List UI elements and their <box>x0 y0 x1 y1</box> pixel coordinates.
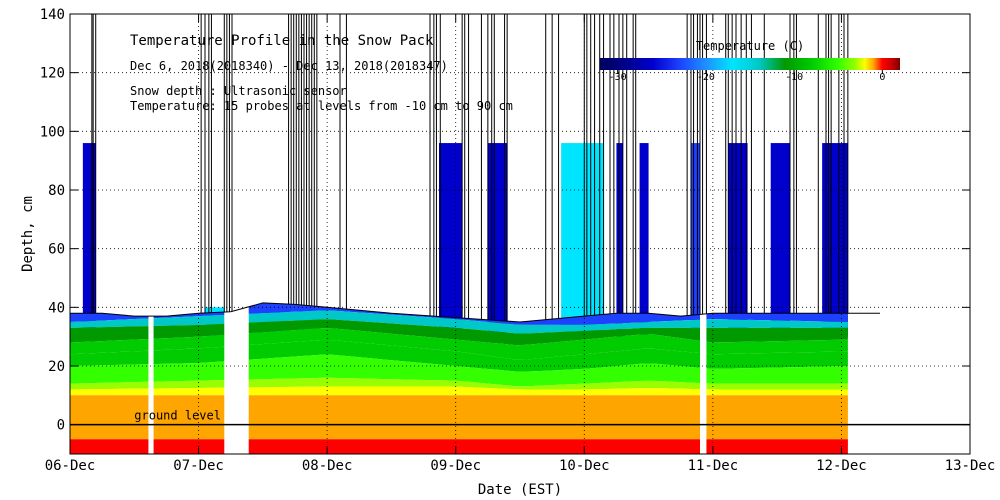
isotherm-band--9 <box>70 328 848 360</box>
y-tick-label: 60 <box>48 242 65 258</box>
x-axis-label: Date (EST) <box>478 482 562 498</box>
y-tick-label: 0 <box>57 418 65 434</box>
y-tick-label: 40 <box>48 300 65 316</box>
cold-air-block-7 <box>728 143 748 337</box>
y-axis-label: Depth, cm <box>20 196 36 272</box>
data-gap-0 <box>148 14 154 454</box>
snow-depth-note: Snow depth : Ultrasonic sensor <box>130 84 347 98</box>
colorbar: Temperature (C) -30 -20 -10 0 <box>600 39 900 83</box>
colorbar-tick-label: 0 <box>879 72 885 83</box>
colorbar-tick-label: -20 <box>697 72 715 83</box>
cold-air-block-2 <box>487 143 508 337</box>
colorbar-tick-label: -30 <box>609 72 627 83</box>
cold-air-block-1 <box>439 143 463 337</box>
axes: 0 20 40 60 80 100 120 140 06-Dec 07-Dec 08-Dec 09-D… <box>40 7 996 474</box>
temperature-note: Temperature: 15 probes at levels from -1… <box>130 99 513 113</box>
y-tick-label: 140 <box>40 7 65 23</box>
x-tick-label: 10-Dec <box>559 458 610 474</box>
ground-level-label: ground level <box>134 409 221 423</box>
chart-subtitle: Dec 6, 2018(2018340) - Dec 13, 2018(2018… <box>130 59 448 73</box>
isotherm-band--15 <box>70 310 848 334</box>
x-tick-label: 09-Dec <box>430 458 481 474</box>
x-tick-label: 07-Dec <box>173 458 224 474</box>
cold-air-block-5 <box>639 143 649 337</box>
data-gap-2 <box>700 14 707 454</box>
cold-air-block-3 <box>561 143 604 337</box>
isotherm-band-0 <box>70 439 848 454</box>
isotherm-band--12 <box>70 319 848 346</box>
snow-surface-band <box>70 303 848 325</box>
x-tick-label: 06-Dec <box>45 458 96 474</box>
temperature-field <box>70 14 848 454</box>
isotherm-band--5 <box>70 354 848 387</box>
cold-air-block-8 <box>770 143 790 337</box>
data-gap-1 <box>224 14 249 454</box>
colorbar-ticks: -30 -20 -10 0 <box>609 70 885 83</box>
chart-title: Temperature Profile in the Snow Pack <box>130 33 434 49</box>
x-tick-label: 11-Dec <box>688 458 739 474</box>
x-tick-label: 12-Dec <box>816 458 867 474</box>
colorbar-tick-label: -10 <box>785 72 803 83</box>
isotherm-band--3 <box>70 377 848 390</box>
cold-air-block-4 <box>616 143 623 337</box>
isotherm-band--7 <box>70 339 848 372</box>
x-tick-label: 13-Dec <box>945 458 996 474</box>
colorbar-gradient <box>600 58 900 70</box>
y-tick-label: 120 <box>40 66 65 82</box>
y-tick-label: 100 <box>40 124 65 140</box>
plot-frame <box>69 13 971 455</box>
isotherm-band--1 <box>70 395 848 440</box>
x-tick-label: 08-Dec <box>302 458 353 474</box>
isotherm-band--2 <box>70 386 848 396</box>
y-tick-label: 80 <box>48 183 65 199</box>
cold-air-block-0 <box>82 143 96 337</box>
colorbar-title: Temperature (C) <box>696 39 804 53</box>
y-tick-label: 20 <box>48 359 65 375</box>
